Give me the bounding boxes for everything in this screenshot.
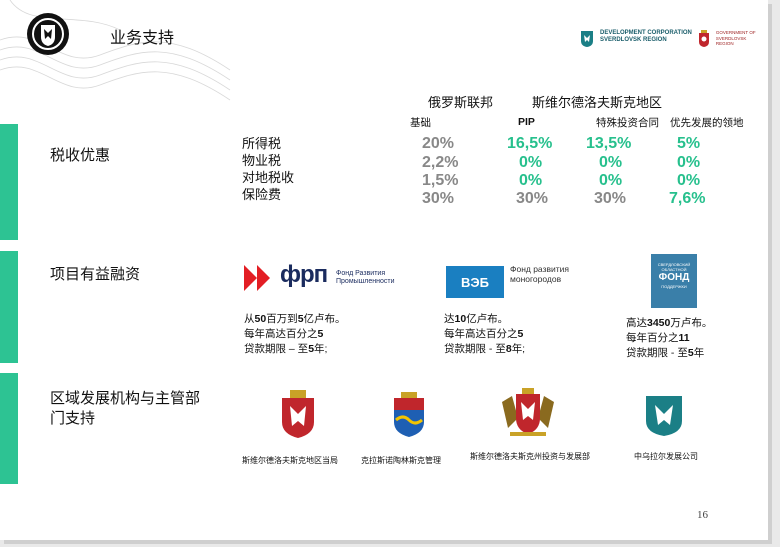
page-number: 16 (697, 509, 708, 521)
header-logos: DEVELOPMENT CORPORATION SVERDLOVSK REGIO… (580, 30, 756, 48)
tax-value-special: 0% (599, 172, 623, 189)
tax-value-pip: 0% (519, 154, 543, 171)
tax-value-basic: 30% (422, 190, 455, 207)
government-emblem-icon (698, 30, 709, 47)
institution-caption: 斯维尔德洛夫斯克地区当局 (242, 456, 338, 465)
section-label-institutions: 区域发展机构与主管部 门支持 (50, 390, 201, 427)
investment-ministry-emblem-icon (502, 388, 554, 436)
tax-value-special: 0% (599, 154, 623, 171)
institution-caption: 中乌拉尔发展公司 (634, 452, 698, 461)
page-title: 业务支持 (110, 30, 175, 47)
frp-logo-text: фрп (280, 261, 328, 288)
section-label-tax: 税收优惠 (50, 147, 111, 164)
corporation-logo-icon (581, 31, 593, 47)
group-header-region: 斯维尔德洛夫斯克地区 (532, 95, 663, 110)
col-header-pip: PIP (518, 116, 535, 128)
tax-row-name: 物业税 (242, 153, 282, 168)
col-header-special: 特殊投资合同 (596, 117, 659, 129)
veb-logo: ВЭБ Фонд развития моногородов (446, 262, 596, 298)
tax-value-priority: 5% (677, 135, 701, 152)
tax-value-pip: 30% (516, 190, 549, 207)
institution-caption: 克拉斯诺陶林斯克管理 (361, 456, 441, 465)
tax-row-name: 保险费 (242, 187, 282, 202)
frp-terms: 从50百万到5亿卢布。 每年高达百分之5 贷款期限 – 至5年; (244, 313, 346, 355)
tax-value-basic: 1,5% (422, 172, 459, 189)
group-header-russia: 俄罗斯联邦 (428, 95, 494, 110)
region-emblem-icon (27, 13, 69, 55)
col-header-basic: 基础 (410, 117, 431, 129)
sofp-terms: 高达3450万卢布。 每年百分之11 贷款期限 - 至5年 (626, 317, 713, 359)
sofp-logo: СВЕРДЛОВСКИЙ ОБЛАСТНОЙ ФОНД ПОДДЕРЖКИ (651, 254, 697, 308)
tax-value-basic: 2,2% (422, 154, 459, 171)
section-bar-institutions (0, 373, 18, 484)
tax-row-name: 所得税 (242, 136, 282, 151)
sverdlovsk-government-emblem-icon (282, 390, 314, 438)
krasnoturinsk-emblem-icon (394, 392, 424, 437)
tax-value-special: 30% (594, 190, 627, 207)
frp-logo: фрп Фонд Развития Промышленности (244, 261, 414, 293)
veb-terms: 达10亿卢布。 每年高达百分之5 贷款期限 - 至8年; (444, 313, 526, 355)
tax-value-pip: 0% (519, 172, 543, 189)
tax-row-name: 对地税收 (242, 170, 295, 185)
frp-logo-subtitle: Фонд Развития Промышленности (336, 270, 395, 285)
slide: 业务支持 DEVELOPMENT CORPORATION SVERDLOVSK … (0, 0, 768, 540)
veb-logo-mark: ВЭБ (446, 266, 504, 298)
section-bar-tax (0, 124, 18, 240)
government-name: GOVERNMENT OF SVERDLOVSK REGION (715, 30, 756, 46)
ural-development-corporation-logo-icon (646, 396, 682, 436)
col-header-priority: 优先发展的领地 (670, 117, 744, 129)
frp-arrows-icon (244, 265, 270, 291)
tax-value-special: 13,5% (586, 135, 632, 152)
tax-value-pip: 16,5% (507, 135, 553, 152)
tax-value-basic: 20% (422, 135, 455, 152)
section-bar-financing (0, 251, 18, 363)
section-label-financing: 项目有益融资 (50, 266, 141, 283)
tax-value-priority: 0% (677, 154, 701, 171)
institution-caption: 斯维尔德洛夫斯克州投资与发展部 (470, 452, 590, 461)
veb-logo-subtitle: Фонд развития моногородов (510, 264, 569, 284)
corporation-name: DEVELOPMENT CORPORATION SVERDLOVSK REGIO… (600, 30, 692, 43)
tax-value-priority: 7,6% (669, 190, 706, 207)
tax-value-priority: 0% (677, 172, 701, 189)
